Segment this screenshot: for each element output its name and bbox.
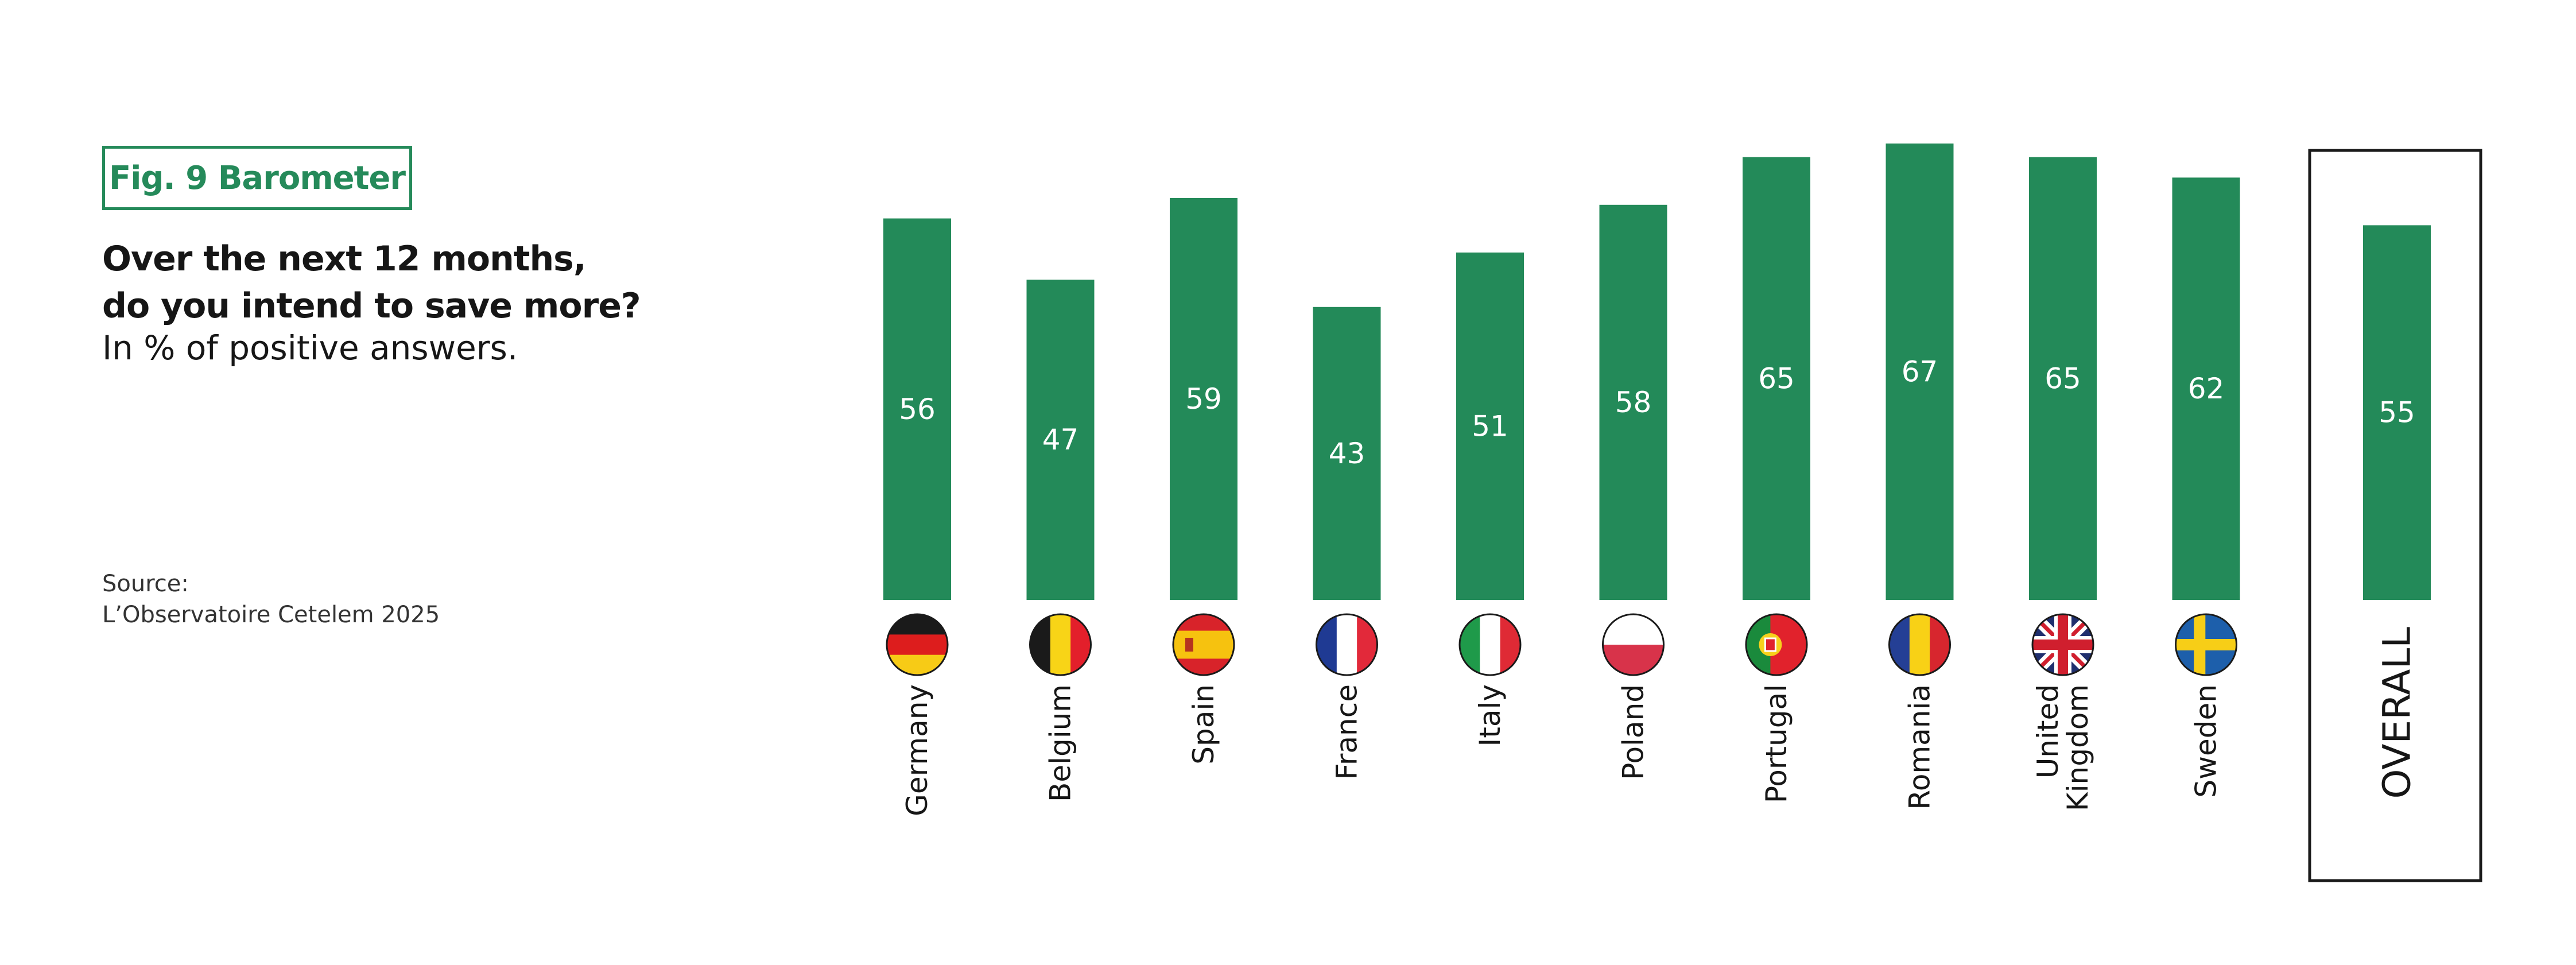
belgium-label-line: Belgium [1044,684,1077,802]
germany-bar [883,218,951,600]
portugal-flag-outline [1745,613,1808,676]
spain-label-line: Spain [1187,684,1220,765]
germany-flag-outline [886,613,949,676]
united-kingdom-flag-outline [2031,613,2094,676]
sweden-bar [2172,177,2240,600]
romania-label-line: Romania [1903,684,1937,810]
overall-bar [2363,225,2431,600]
sweden-label-line: Sweden [2190,684,2223,798]
poland-value-label: 58 [1615,386,1652,419]
united-kingdom-value-label: 65 [2044,362,2081,395]
italy-bar [1456,252,1524,600]
question-line-1: Over the next 12 months, [102,239,587,279]
belgium-category-label: Belgium [1044,684,1077,802]
belgium-value-label: 47 [1042,423,1079,456]
source-text: L’Observatoire Cetelem 2025 [102,602,440,628]
italy-label-line: Italy [1473,684,1507,746]
portugal-flag-icon [1746,614,1807,675]
sweden-flag-outline [2175,613,2237,676]
sweden-category-label: Sweden [2190,684,2223,798]
overall-value-label: 55 [2379,396,2415,429]
sweden-value-label: 62 [2188,372,2225,405]
united-kingdom-category-label: UnitedKingdom [2031,684,2094,811]
portugal-category-label: Portugal [1760,684,1793,803]
united-kingdom-bar [2029,157,2097,600]
united-kingdom-label-line: United [2031,684,2065,778]
france-bar [1313,307,1381,600]
spain-flag-outline [1172,613,1235,676]
overall-frame [2308,149,2482,882]
romania-category-label: Romania [1903,684,1937,810]
germany-category-label: Germany [901,684,934,816]
chart-question: Over the next 12 months, do you intend t… [102,235,734,330]
france-category-label: France [1330,684,1364,780]
overall-category-label: OVERALL [2375,627,2419,799]
spain-bar [1170,197,1237,600]
united-kingdom-label-line: Kingdom [2061,684,2094,811]
france-label-line: France [1330,684,1364,780]
poland-bar [1599,204,1667,600]
spain-flag-icon [1173,614,1234,675]
italy-value-label: 51 [1472,409,1508,443]
belgium-bar [1026,280,1095,600]
united-kingdom-flag-icon [2032,614,2093,675]
france-flag-outline [1316,613,1378,676]
sweden-flag-icon [2175,614,2237,675]
figure-label: Fig. 9 Barometer [102,146,412,210]
chart-subtitle: In % of positive answers. [102,328,518,367]
romania-flag-outline [1888,613,1951,676]
portugal-value-label: 65 [1758,362,1795,395]
romania-bar [1886,144,1954,600]
belgium-flag-outline [1029,613,1092,676]
france-value-label: 43 [1329,437,1365,470]
poland-category-label: Poland [1617,684,1650,780]
question-line-2: do you intend to save more? [102,286,641,326]
spain-value-label: 59 [1185,382,1222,416]
portugal-label-line: Portugal [1760,684,1793,803]
source-label: Source: [102,571,189,597]
source-note: Source: L’Observatoire Cetelem 2025 [102,568,676,630]
germany-value-label: 56 [899,393,936,426]
poland-flag-outline [1602,613,1665,676]
italy-flag-outline [1458,613,1522,676]
portugal-bar [1743,157,1810,600]
spain-category-label: Spain [1187,684,1220,765]
italy-category-label: Italy [1473,684,1507,746]
poland-label-line: Poland [1617,684,1650,780]
germany-label-line: Germany [901,684,934,816]
romania-value-label: 67 [1902,355,1938,389]
